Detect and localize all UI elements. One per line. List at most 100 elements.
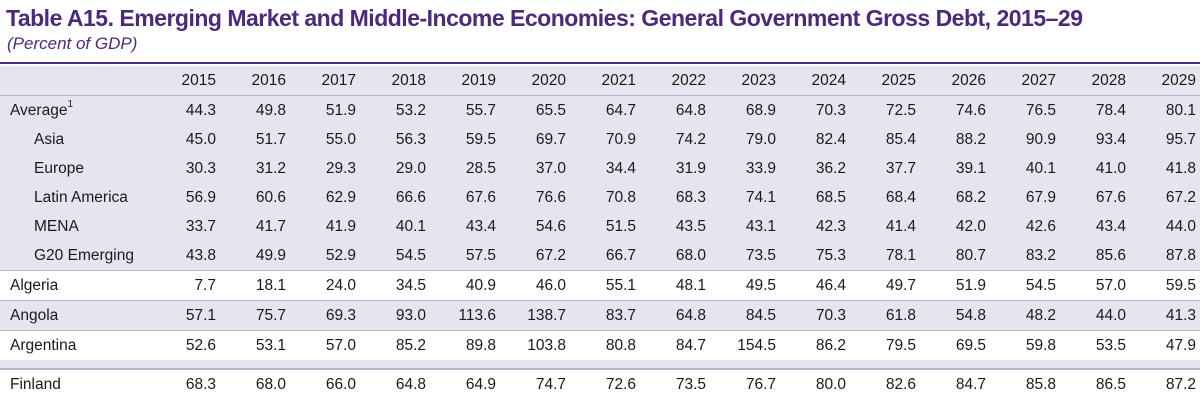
row-label: Angola [0,300,150,331]
table-cell: 52.9 [290,241,360,271]
year-header: 2027 [990,66,1060,96]
table-cell: 74.6 [920,95,990,125]
table-cell: 83.7 [570,300,640,331]
table-cell: 41.3 [1130,300,1200,331]
table-cell: 51.7 [220,125,290,154]
year-header: 2023 [710,66,780,96]
table-cell: 76.5 [990,95,1060,125]
table-cell: 49.8 [220,95,290,125]
table-cell: 62.9 [290,183,360,212]
table-cell: 67.2 [1130,183,1200,212]
table-cell: 68.9 [710,95,780,125]
table-cell: 56.3 [360,125,430,154]
table-cell: 85.8 [990,368,1060,399]
year-header: 2021 [570,66,640,96]
table-cell: 41.0 [1060,154,1130,183]
year-header: 2029 [1130,66,1200,96]
table-cell: 43.5 [640,212,710,241]
table-cell: 39.1 [920,154,990,183]
table-cell: 37.0 [500,154,570,183]
table-cell: 84.7 [640,330,710,360]
table-cell: 65.5 [500,95,570,125]
table-cell: 49.5 [710,270,780,301]
table-cell: 52.6 [150,330,220,360]
table-title: Table A15. Emerging Market and Middle-In… [6,5,1083,31]
table-body: Average1 44.3 49.8 51.9 53.2 55.7 65.5 64.7 64.… [0,95,1200,399]
table-cell: 93.0 [360,300,430,331]
table-cell: 66.6 [360,183,430,212]
table-cell: 70.3 [780,95,850,125]
row-label: G20 Emerging [0,241,150,271]
table-cell: 80.0 [780,368,850,399]
table-cell: 31.2 [220,154,290,183]
table-cell: 78.4 [1060,95,1130,125]
table-cell: 57.1 [150,300,220,331]
table-cell: 55.0 [290,125,360,154]
table-cell: 37.7 [850,154,920,183]
table-cell: 54.5 [360,241,430,271]
table-row: G20 Emerging 43.8 49.9 52.9 54.5 57.5 67.2 66.7… [0,241,1200,271]
table-cell: 64.9 [430,368,500,399]
table-cell: 36.2 [780,154,850,183]
table-cell: 75.7 [220,300,290,331]
table-cell: 88.2 [920,125,990,154]
table-cell: 72.6 [570,368,640,399]
table-cell: 69.3 [290,300,360,331]
table-cell: 31.9 [640,154,710,183]
row-gap [0,360,1200,369]
table-cell: 78.1 [850,241,920,271]
table-cell: 90.9 [990,125,1060,154]
table-cell: 34.5 [360,270,430,301]
table-cell: 53.5 [1060,330,1130,360]
table-cell: 103.8 [500,330,570,360]
year-header: 2016 [220,66,290,96]
table-cell: 73.5 [710,241,780,271]
table-cell: 70.8 [570,183,640,212]
table-cell: 85.6 [1060,241,1130,271]
table-cell: 70.3 [780,300,850,331]
table-cell: 95.7 [1130,125,1200,154]
table-row: Argentina 52.6 53.1 57.0 85.2 89.8 103.8 80.8 84… [0,330,1200,360]
table-cell: 59.5 [430,125,500,154]
table-cell: 67.2 [500,241,570,271]
table-row-average: Average1 44.3 49.8 51.9 53.2 55.7 65.5 64.7 64.… [0,95,1200,125]
table-cell: 74.7 [500,368,570,399]
table-cell: 79.5 [850,330,920,360]
row-label: Latin America [0,183,150,212]
table-cell: 69.5 [920,330,990,360]
table-cell: 29.0 [360,154,430,183]
table-cell: 85.4 [850,125,920,154]
table-cell: 68.0 [220,368,290,399]
table-cell: 113.6 [430,300,500,331]
table-cell: 76.7 [710,368,780,399]
table-cell: 64.7 [570,95,640,125]
table-cell: 44.0 [1060,300,1130,331]
table-cell: 83.2 [990,241,1060,271]
table-cell: 43.4 [430,212,500,241]
table-cell: 40.9 [430,270,500,301]
table-cell: 80.7 [920,241,990,271]
row-label: Algeria [0,270,150,301]
table-cell: 44.3 [150,95,220,125]
row-label: Finland [0,368,150,399]
table-cell: 51.9 [290,95,360,125]
table-cell: 59.8 [990,330,1060,360]
table-row: Angola 57.1 75.7 69.3 93.0 113.6 138.7 83.7 64.8… [0,300,1200,331]
table-cell: 86.5 [1060,368,1130,399]
table-cell: 51.9 [920,270,990,301]
table-cell: 55.7 [430,95,500,125]
table-cell: 49.9 [220,241,290,271]
year-header: 2024 [780,66,850,96]
debt-table: 2015 2016 2017 2018 2019 2020 2021 2022 … [0,66,1200,399]
table-cell: 42.0 [920,212,990,241]
table-cell: 69.7 [500,125,570,154]
year-header: 2028 [1060,66,1130,96]
table-cell: 46.4 [780,270,850,301]
table-cell: 41.8 [1130,154,1200,183]
table-cell: 68.3 [640,183,710,212]
table-cell: 56.9 [150,183,220,212]
table-cell: 82.6 [850,368,920,399]
year-header: 2026 [920,66,990,96]
table-cell: 67.9 [990,183,1060,212]
table-cell: 41.9 [290,212,360,241]
